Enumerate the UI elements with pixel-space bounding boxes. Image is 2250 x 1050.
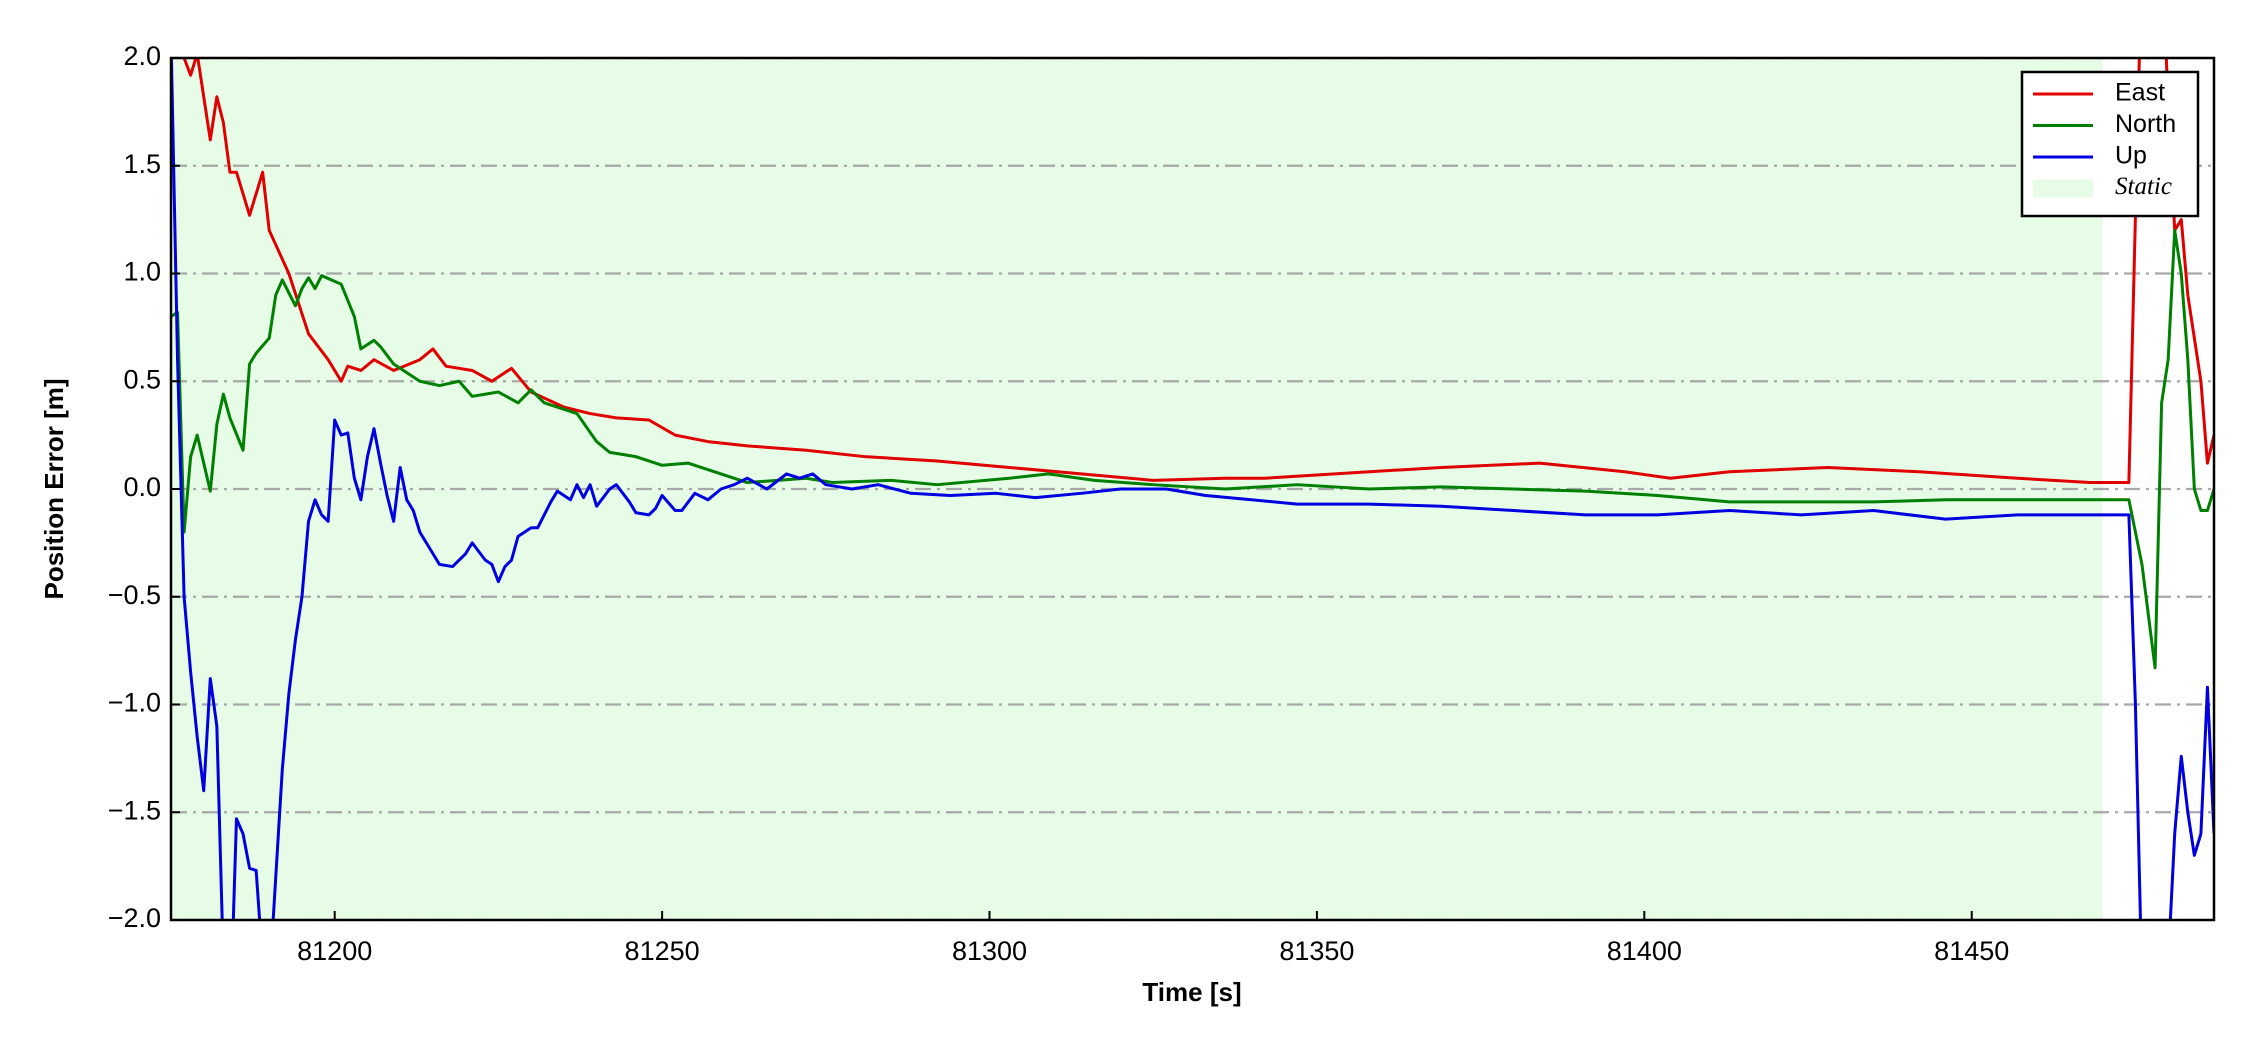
legend-label: Up: [2115, 142, 2147, 170]
x-tick-label: 81200: [297, 936, 372, 966]
x-tick-label: 81350: [1279, 936, 1354, 966]
x-tick-label: 81300: [952, 936, 1027, 966]
y-tick-label: 2.0: [123, 41, 161, 71]
data-line: [182, 58, 2214, 485]
x-tick-label: 81450: [1934, 936, 2009, 966]
y-tick-label: −1.5: [108, 795, 161, 825]
x-tick-label: 81400: [1607, 936, 1682, 966]
y-tick-label: 1.5: [123, 149, 161, 179]
legend: East North Up Static: [2020, 70, 2200, 218]
x-tick-label: 81250: [625, 936, 700, 966]
y-tick-label: 1.0: [123, 257, 161, 287]
y-axis-label: Position Error [m]: [39, 378, 69, 599]
legend-swatch: [2033, 179, 2093, 198]
tick-layer: −2.0 −1.5 −1.0 −0.5 0.0 0.5 1.0 1.5 2.0 81200 8125…: [108, 41, 2010, 966]
data-line: [171, 58, 2214, 920]
legend-label: East: [2115, 79, 2165, 107]
legend-label: North: [2115, 110, 2176, 138]
x-axis-label: Time [s]: [1142, 977, 1241, 1007]
y-tick-label: −1.0: [108, 688, 161, 718]
y-tick-label: −2.0: [108, 903, 161, 933]
legend-label: Static: [2115, 173, 2172, 200]
line-layer: [171, 58, 2214, 920]
y-tick-label: −0.5: [108, 580, 161, 610]
y-tick-label: 0.0: [123, 472, 161, 502]
data-line: [171, 228, 2214, 670]
y-tick-label: 0.5: [123, 364, 161, 394]
